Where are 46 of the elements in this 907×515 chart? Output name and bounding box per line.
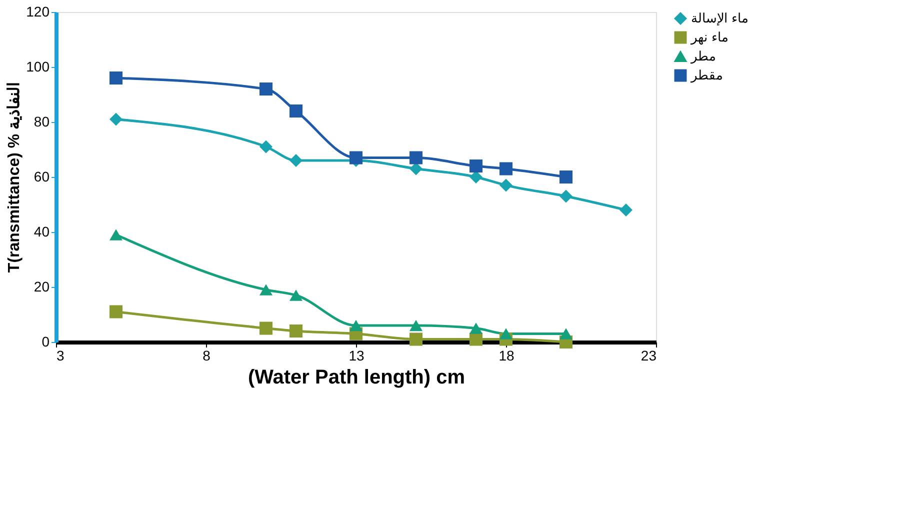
point <box>409 320 423 332</box>
point <box>559 328 573 340</box>
y-tick-label: 80 <box>34 114 50 130</box>
point <box>259 82 273 96</box>
point <box>499 162 513 176</box>
point <box>289 324 303 338</box>
point <box>349 151 363 164</box>
legend-label: ماء الإسالة <box>691 10 749 26</box>
x-tick-label: 23 <box>640 348 657 364</box>
x-tick-label: 8 <box>202 348 211 364</box>
point <box>349 320 363 332</box>
y-tick-label: 100 <box>26 58 50 74</box>
point <box>259 140 273 154</box>
point <box>289 290 303 301</box>
y-tick-label: 40 <box>34 224 50 240</box>
x-axis-title: (Water Path length) cm <box>248 366 466 388</box>
y-tick-label: 120 <box>26 4 50 20</box>
point <box>409 151 423 164</box>
x-tick-label: 13 <box>348 348 364 364</box>
point <box>619 203 633 217</box>
point <box>469 332 483 346</box>
x-tick-label: 3 <box>56 348 64 364</box>
point <box>409 332 423 346</box>
point <box>109 71 123 85</box>
point <box>259 322 273 335</box>
point <box>469 322 483 334</box>
y-axis-title: T(ransmittance) % النفاذية <box>6 82 24 273</box>
point <box>499 178 513 192</box>
point <box>499 328 513 340</box>
y-tick-label: 0 <box>42 334 50 350</box>
legend-label: مقطر <box>690 68 723 84</box>
point <box>289 104 303 118</box>
point <box>559 190 573 203</box>
legend-label: ماء نهر <box>690 30 729 46</box>
point <box>109 305 123 318</box>
point <box>109 112 123 126</box>
y-tick-label: 20 <box>34 278 50 294</box>
y-tick-label: 60 <box>34 168 50 184</box>
point <box>559 170 573 184</box>
point <box>289 154 303 168</box>
x-tick-label: 18 <box>498 348 514 364</box>
point <box>109 229 123 240</box>
point <box>259 284 273 296</box>
point <box>409 162 423 176</box>
point <box>469 159 483 173</box>
legend-label: مطر <box>690 48 716 64</box>
